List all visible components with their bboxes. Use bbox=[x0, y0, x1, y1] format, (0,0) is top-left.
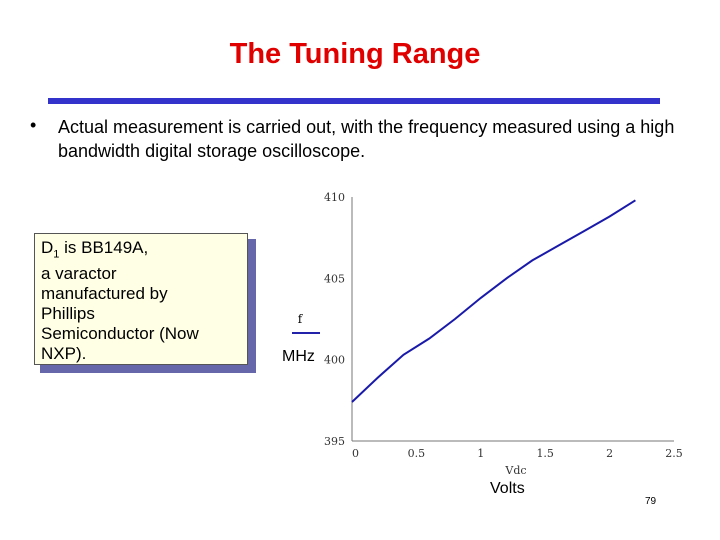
slide-title: The Tuning Range bbox=[229, 38, 481, 70]
x-tick-label: 1 bbox=[477, 447, 484, 460]
bullet-text: Actual measurement is carried out, with … bbox=[58, 117, 675, 161]
callout-line-4: Phillips bbox=[41, 304, 95, 324]
y-tick-label: 405 bbox=[324, 272, 345, 285]
callout-part: is BB149A, bbox=[59, 238, 149, 257]
callout-line-3: manufactured by bbox=[41, 284, 168, 304]
x-tick-label: 0 bbox=[352, 447, 359, 460]
callout-line-2: a varactor bbox=[41, 264, 117, 284]
x-axis-title: Vdc bbox=[504, 464, 526, 477]
x-tick-label: 1.5 bbox=[536, 447, 554, 460]
callout-line-6: NXP). bbox=[41, 344, 87, 364]
y-tick-label: 400 bbox=[324, 354, 345, 367]
title-underline bbox=[48, 98, 660, 104]
frequency-curve bbox=[351, 199, 636, 403]
callout-d: D bbox=[41, 238, 54, 257]
x-tick-label: 2 bbox=[606, 447, 613, 460]
callout-line-1: D1 is BB149A, bbox=[41, 238, 247, 264]
y-tick-label: 410 bbox=[324, 191, 345, 204]
x-axis-unit: Volts bbox=[490, 480, 525, 497]
callout-subscript: 1 bbox=[53, 248, 60, 261]
y-axis-symbol: f bbox=[297, 312, 303, 326]
x-tick-label: 2.5 bbox=[665, 447, 683, 460]
diode-callout: D1 is BB149A, a varactor manufactured by… bbox=[34, 233, 248, 365]
bullet-mark: • bbox=[30, 115, 37, 135]
y-axis-unit: MHz bbox=[282, 348, 315, 365]
x-tick-label: 0.5 bbox=[408, 447, 426, 460]
callout-line-5: Semiconductor (Now bbox=[41, 324, 199, 344]
page-number: 79 bbox=[645, 496, 657, 507]
y-tick-label: 395 bbox=[324, 435, 345, 448]
y-axis-fraction-bar bbox=[292, 332, 320, 334]
